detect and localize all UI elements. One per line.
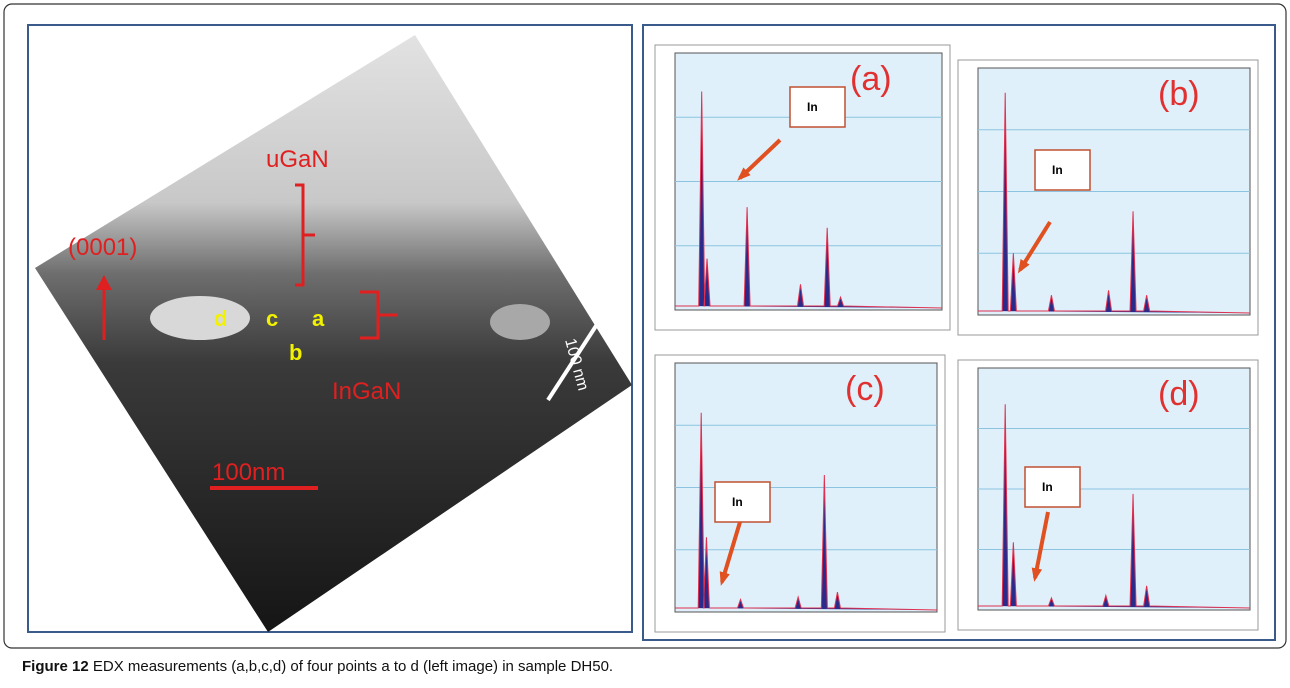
label: InGaN (332, 378, 401, 405)
panel-label: (d) (1158, 375, 1200, 413)
point-label: d (214, 306, 227, 331)
caption-label: Figure 12 (22, 658, 89, 675)
point-label: b (289, 340, 302, 365)
marker-label: In (1052, 163, 1063, 177)
figure: uGaN (0001) d c a b InGaN 100nm 100 nm (… (0, 0, 1290, 688)
marker-label: In (732, 495, 743, 509)
inclusion (150, 296, 250, 340)
panel-label: (a) (850, 60, 892, 98)
caption-text: EDX measurements (a,b,c,d) of four point… (93, 658, 613, 675)
point-label: a (312, 306, 325, 331)
panel-label: (b) (1158, 75, 1200, 113)
label: uGaN (266, 146, 329, 173)
marker-label: In (1042, 480, 1053, 494)
panel-label: (c) (845, 370, 885, 408)
marker-label: In (807, 100, 818, 114)
label: (0001) (68, 234, 137, 261)
caption: Figure 12 EDX measurements (a,b,c,d) of … (22, 658, 613, 675)
page: uGaN (0001) d c a b InGaN 100nm 100 nm (… (0, 0, 1290, 688)
label: 100nm (212, 459, 285, 486)
point-label: c (266, 306, 278, 331)
inclusion (490, 304, 550, 340)
